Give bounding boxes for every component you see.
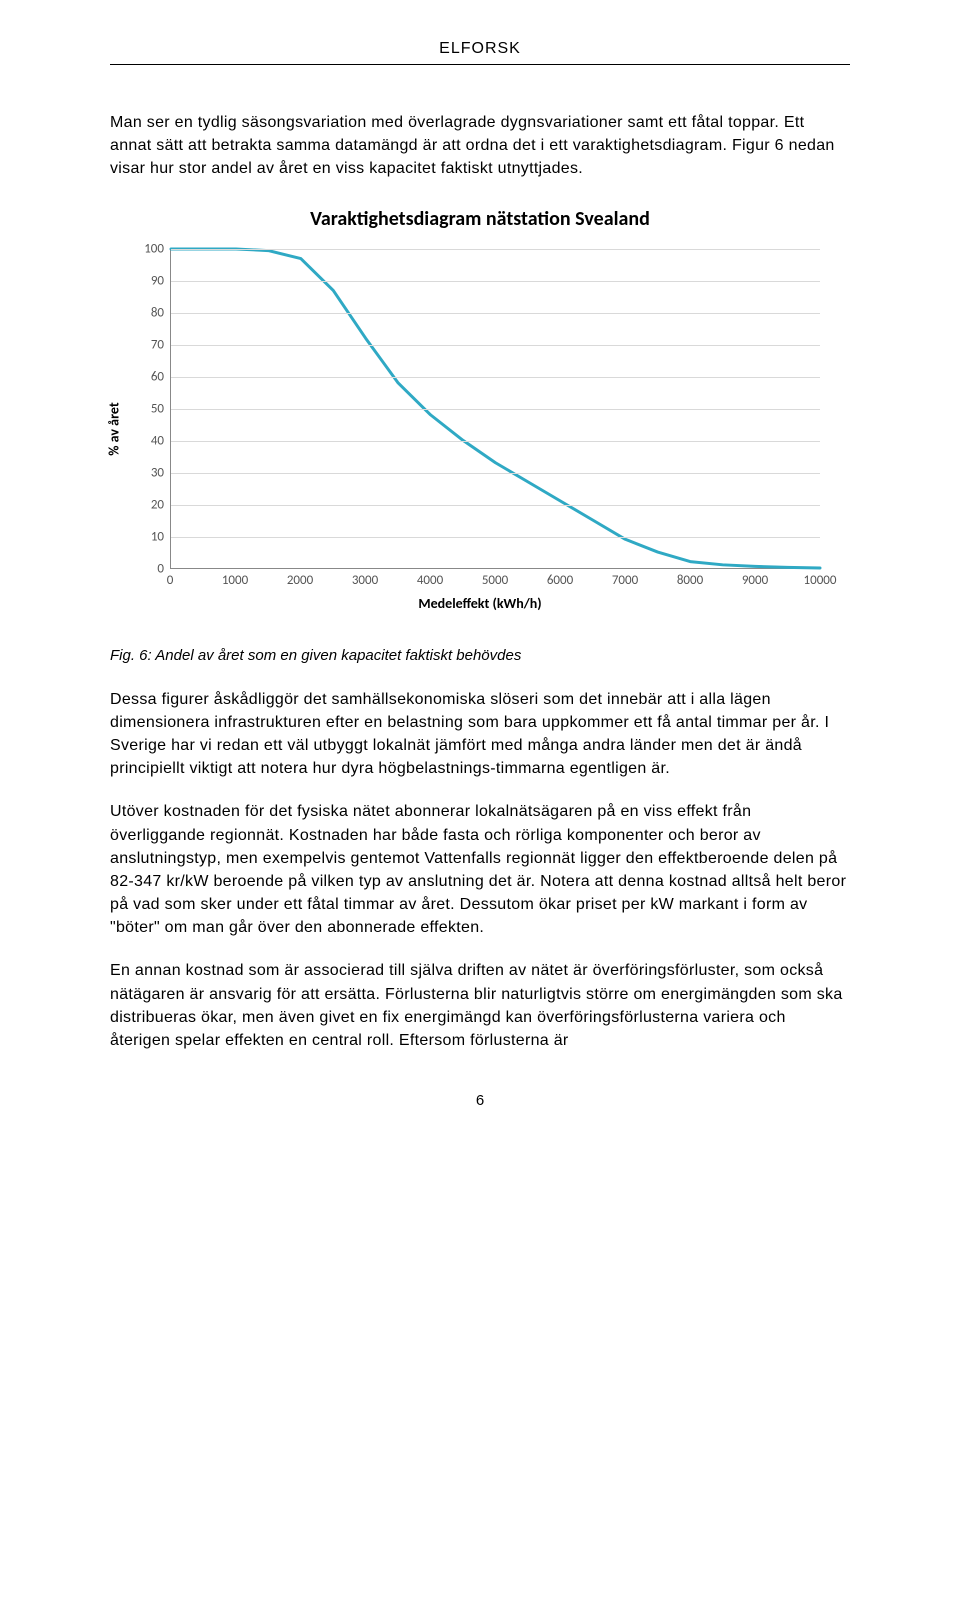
figure-caption: Fig. 6: Andel av året som en given kapac… bbox=[110, 647, 850, 664]
xtick-label: 8000 bbox=[677, 573, 703, 588]
plot-area bbox=[170, 249, 820, 569]
ytick-label: 90 bbox=[110, 273, 164, 288]
xtick-label: 4000 bbox=[417, 573, 443, 588]
paragraph-2: Utöver kostnaden för det fysiska nätet a… bbox=[110, 800, 850, 939]
xtick-label: 7000 bbox=[612, 573, 638, 588]
xtick-label: 3000 bbox=[352, 573, 378, 588]
ytick-label: 30 bbox=[110, 465, 164, 480]
ytick-label: 50 bbox=[110, 401, 164, 416]
gridline-h bbox=[171, 377, 820, 378]
chart: Varaktighetsdiagram nätstation Svealand … bbox=[110, 207, 850, 619]
body-paragraphs: Dessa figurer åskådliggör det samhällsek… bbox=[110, 688, 850, 1053]
gridline-h bbox=[171, 409, 820, 410]
chart-box: % av året Medeleffekt (kWh/h) 0102030405… bbox=[110, 239, 850, 619]
gridline-h bbox=[171, 249, 820, 250]
ytick-label: 20 bbox=[110, 497, 164, 512]
ytick-label: 10 bbox=[110, 529, 164, 544]
gridline-h bbox=[171, 505, 820, 506]
xtick-label: 0 bbox=[167, 573, 174, 588]
gridline-h bbox=[171, 441, 820, 442]
xtick-label: 2000 bbox=[287, 573, 313, 588]
header-rule bbox=[110, 64, 850, 65]
paragraph-1: Dessa figurer åskådliggör det samhällsek… bbox=[110, 688, 850, 781]
gridline-h bbox=[171, 345, 820, 346]
xtick-label: 1000 bbox=[222, 573, 248, 588]
chart-xlabel: Medeleffekt (kWh/h) bbox=[110, 595, 850, 612]
header-org: ELFORSK bbox=[110, 40, 850, 58]
ytick-label: 60 bbox=[110, 369, 164, 384]
xtick-label: 10000 bbox=[804, 573, 837, 588]
gridline-h bbox=[171, 537, 820, 538]
xtick-label: 5000 bbox=[482, 573, 508, 588]
ytick-label: 0 bbox=[110, 561, 164, 576]
ytick-label: 80 bbox=[110, 305, 164, 320]
gridline-h bbox=[171, 281, 820, 282]
intro-paragraph: Man ser en tydlig säsongsvariation med ö… bbox=[110, 111, 850, 181]
ytick-label: 70 bbox=[110, 337, 164, 352]
ytick-label: 100 bbox=[110, 241, 164, 256]
gridline-h bbox=[171, 313, 820, 314]
xtick-label: 6000 bbox=[547, 573, 573, 588]
ytick-label: 40 bbox=[110, 433, 164, 448]
xtick-label: 9000 bbox=[742, 573, 768, 588]
chart-title: Varaktighetsdiagram nätstation Svealand bbox=[110, 207, 850, 231]
page-number: 6 bbox=[110, 1092, 850, 1109]
page: ELFORSK Man ser en tydlig säsongsvariati… bbox=[0, 0, 960, 1149]
body-text: Man ser en tydlig säsongsvariation med ö… bbox=[110, 111, 850, 181]
gridline-h bbox=[171, 473, 820, 474]
paragraph-3: En annan kostnad som är associerad till … bbox=[110, 959, 850, 1052]
